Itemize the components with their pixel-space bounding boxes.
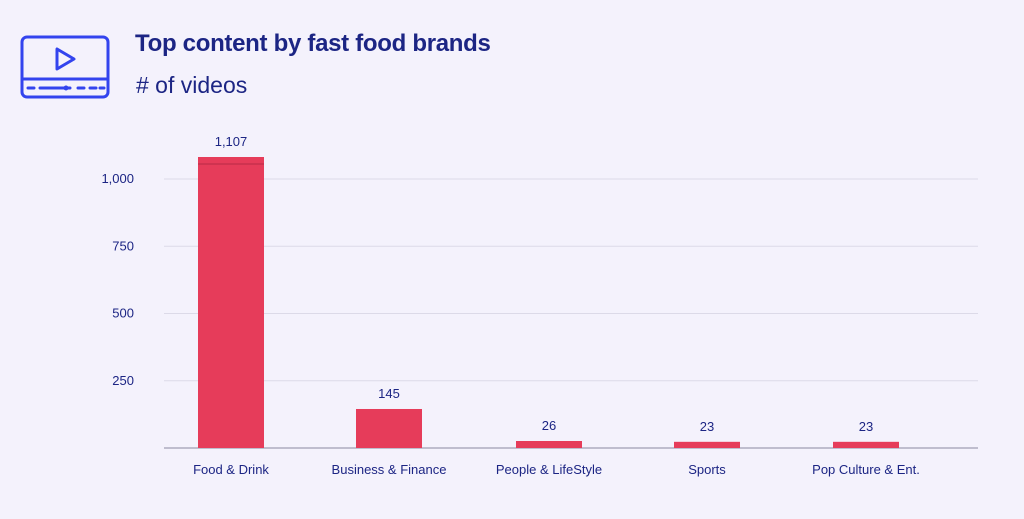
bar [198, 157, 264, 448]
bar-value-label: 145 [378, 386, 400, 401]
bar-value-label: 23 [700, 419, 714, 434]
bar-value-label: 1,107 [215, 134, 248, 149]
category-label: Sports [688, 462, 726, 477]
bar [674, 441, 740, 448]
category-label: Business & Finance [332, 462, 447, 477]
category-label: Pop Culture & Ent. [812, 462, 920, 477]
category-label: People & LifeStyle [496, 462, 602, 477]
y-tick-label: 500 [112, 306, 134, 321]
category-label: Food & Drink [193, 462, 269, 477]
y-tick-label: 250 [112, 373, 134, 388]
y-tick-label: 1,000 [101, 171, 134, 186]
bar [833, 441, 899, 448]
bar [356, 408, 422, 448]
bar [516, 441, 582, 448]
bar-value-label: 23 [859, 419, 873, 434]
chart-title: Top content by fast food brands [135, 30, 491, 57]
y-tick-label: 750 [112, 238, 134, 253]
chart-subtitle: # of videos [136, 72, 248, 98]
video-player-icon [20, 35, 110, 99]
bar-value-label: 26 [542, 418, 556, 433]
